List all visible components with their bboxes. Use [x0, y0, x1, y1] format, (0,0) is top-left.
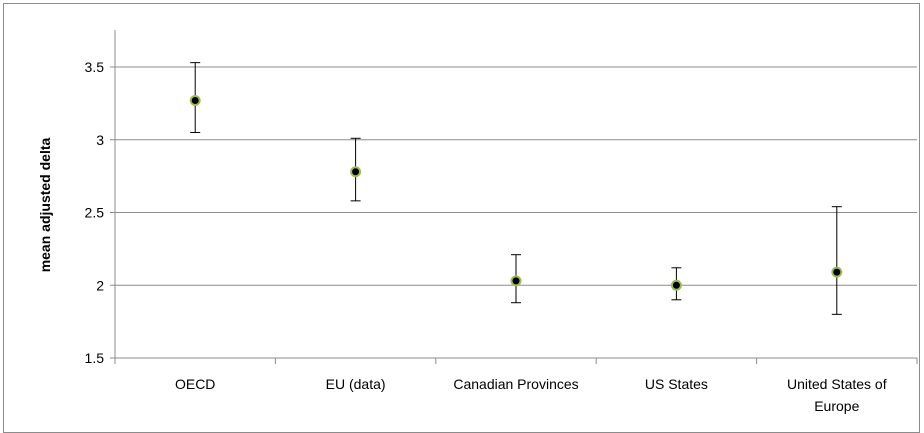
x-tick-labels: OECD EU (data) Canadian Provinces US States… [175, 376, 887, 414]
x-tick-label: Canadian Provinces [453, 376, 578, 392]
x-tick-label: US States [645, 376, 708, 392]
y-tick-label: 2.5 [85, 205, 105, 221]
y-axis-title: mean adjusted delta [37, 137, 53, 272]
data-points [189, 94, 843, 291]
data-point [831, 266, 843, 278]
y-tick-label: 3 [96, 132, 104, 148]
y-tick-label: 2 [96, 277, 104, 293]
y-tick-label: 1.5 [85, 350, 105, 366]
x-tick-label: EU (data) [326, 376, 386, 392]
x-tick-label: United States of Europe [787, 376, 887, 414]
axes [110, 30, 918, 364]
data-point [350, 166, 362, 178]
data-point [510, 275, 522, 287]
data-point [670, 279, 682, 291]
x-tick-label: OECD [175, 376, 215, 392]
data-point [189, 94, 201, 106]
gridlines [115, 66, 917, 286]
y-tick-label: 3.5 [85, 59, 105, 75]
y-tick-labels: 1.5 2 2.5 3 3.5 [85, 59, 105, 366]
